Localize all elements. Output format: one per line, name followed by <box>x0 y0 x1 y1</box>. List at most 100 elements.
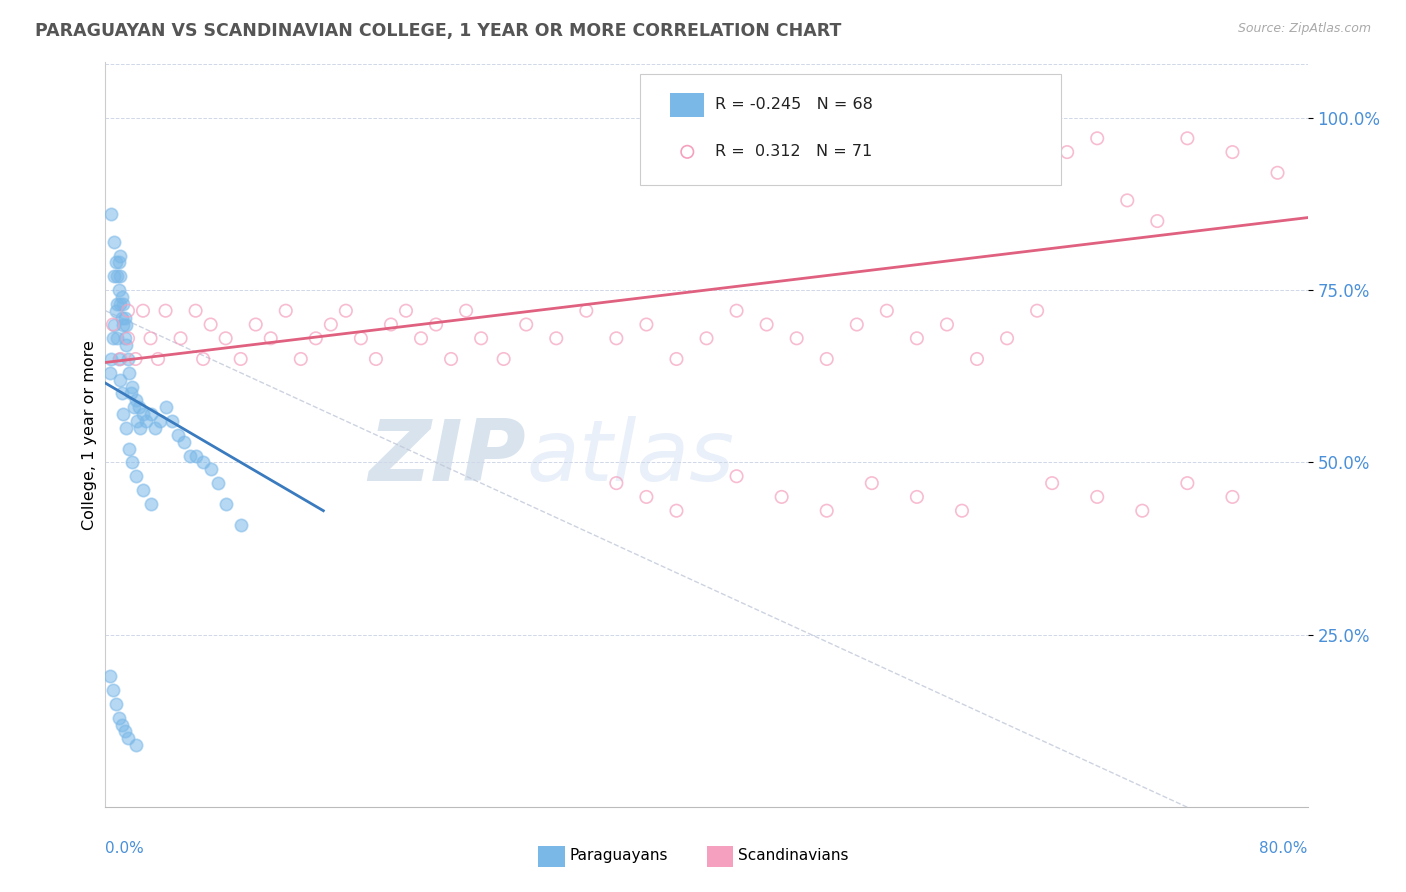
Point <box>107 269 129 284</box>
Point <box>98 366 121 380</box>
Point <box>111 290 134 304</box>
Point <box>179 449 201 463</box>
Point <box>1085 131 1108 145</box>
Point <box>1267 166 1289 180</box>
Point <box>845 318 868 332</box>
Point <box>440 351 463 366</box>
Point <box>129 421 152 435</box>
Point <box>117 351 139 366</box>
Point <box>409 331 432 345</box>
Point <box>755 318 778 332</box>
Point <box>274 303 297 318</box>
Point <box>1085 490 1108 504</box>
Point <box>132 407 155 421</box>
Point <box>118 442 141 456</box>
Point <box>117 303 139 318</box>
Point <box>425 318 447 332</box>
Point <box>103 318 125 332</box>
Point <box>104 255 127 269</box>
Point <box>1026 303 1049 318</box>
Point <box>108 351 131 366</box>
Point <box>110 248 132 262</box>
Point <box>160 414 183 428</box>
Point <box>207 476 229 491</box>
Point <box>128 401 150 415</box>
Point <box>515 318 537 332</box>
Point <box>108 283 131 297</box>
Point <box>148 414 170 428</box>
Text: Source: ZipAtlas.com: Source: ZipAtlas.com <box>1237 22 1371 36</box>
Point <box>860 476 883 491</box>
Point <box>936 318 959 332</box>
Point <box>605 331 627 345</box>
Point <box>290 351 312 366</box>
Point <box>1146 214 1168 228</box>
Point <box>665 504 688 518</box>
Point <box>111 717 134 731</box>
Point <box>380 318 402 332</box>
Point <box>103 235 125 249</box>
Point <box>905 331 928 345</box>
Point <box>122 401 145 415</box>
Point <box>725 303 748 318</box>
Point <box>114 310 136 325</box>
Point <box>184 449 207 463</box>
Point <box>98 669 121 683</box>
Point <box>115 318 138 332</box>
Point <box>636 490 658 504</box>
Point <box>1056 145 1078 160</box>
Point <box>950 504 973 518</box>
Point <box>191 455 214 469</box>
Text: atlas: atlas <box>526 416 734 499</box>
Point <box>335 303 357 318</box>
Text: Paraguayans: Paraguayans <box>569 848 668 863</box>
Point <box>108 710 131 724</box>
Point <box>110 269 132 284</box>
Point <box>200 462 222 476</box>
Point <box>1175 476 1198 491</box>
Point <box>305 331 328 345</box>
Point <box>1222 490 1244 504</box>
Point <box>229 517 252 532</box>
Point <box>112 318 135 332</box>
Point <box>101 683 124 698</box>
Point <box>124 469 146 483</box>
Point <box>124 351 146 366</box>
Point <box>173 434 195 449</box>
Point <box>821 194 844 208</box>
Point <box>117 331 139 345</box>
Text: R =  0.312   N = 71: R = 0.312 N = 71 <box>714 145 872 160</box>
Point <box>1175 131 1198 145</box>
Point <box>575 303 598 318</box>
Point <box>100 207 122 221</box>
Point <box>101 331 124 345</box>
Point <box>364 351 387 366</box>
Point <box>200 318 222 332</box>
Text: PARAGUAYAN VS SCANDINAVIAN COLLEGE, 1 YEAR OR MORE CORRELATION CHART: PARAGUAYAN VS SCANDINAVIAN COLLEGE, 1 YE… <box>35 22 842 40</box>
Point <box>155 401 177 415</box>
Point <box>111 386 134 401</box>
Text: 0.0%: 0.0% <box>105 841 145 855</box>
Point <box>117 731 139 746</box>
Text: ZIP: ZIP <box>368 416 526 499</box>
Point <box>112 297 135 311</box>
Point <box>103 269 125 284</box>
Point <box>104 303 127 318</box>
Point <box>492 351 515 366</box>
Point <box>786 331 808 345</box>
Point <box>110 297 132 311</box>
Point <box>605 476 627 491</box>
Point <box>132 303 155 318</box>
Point <box>214 497 236 511</box>
Point <box>110 373 132 387</box>
Point <box>905 490 928 504</box>
Text: Scandinavians: Scandinavians <box>738 848 848 863</box>
Point <box>770 490 793 504</box>
Point <box>146 351 169 366</box>
Point <box>107 297 129 311</box>
Point <box>470 331 492 345</box>
Point <box>124 738 146 752</box>
Point <box>111 310 134 325</box>
Point <box>114 331 136 345</box>
Point <box>815 351 838 366</box>
